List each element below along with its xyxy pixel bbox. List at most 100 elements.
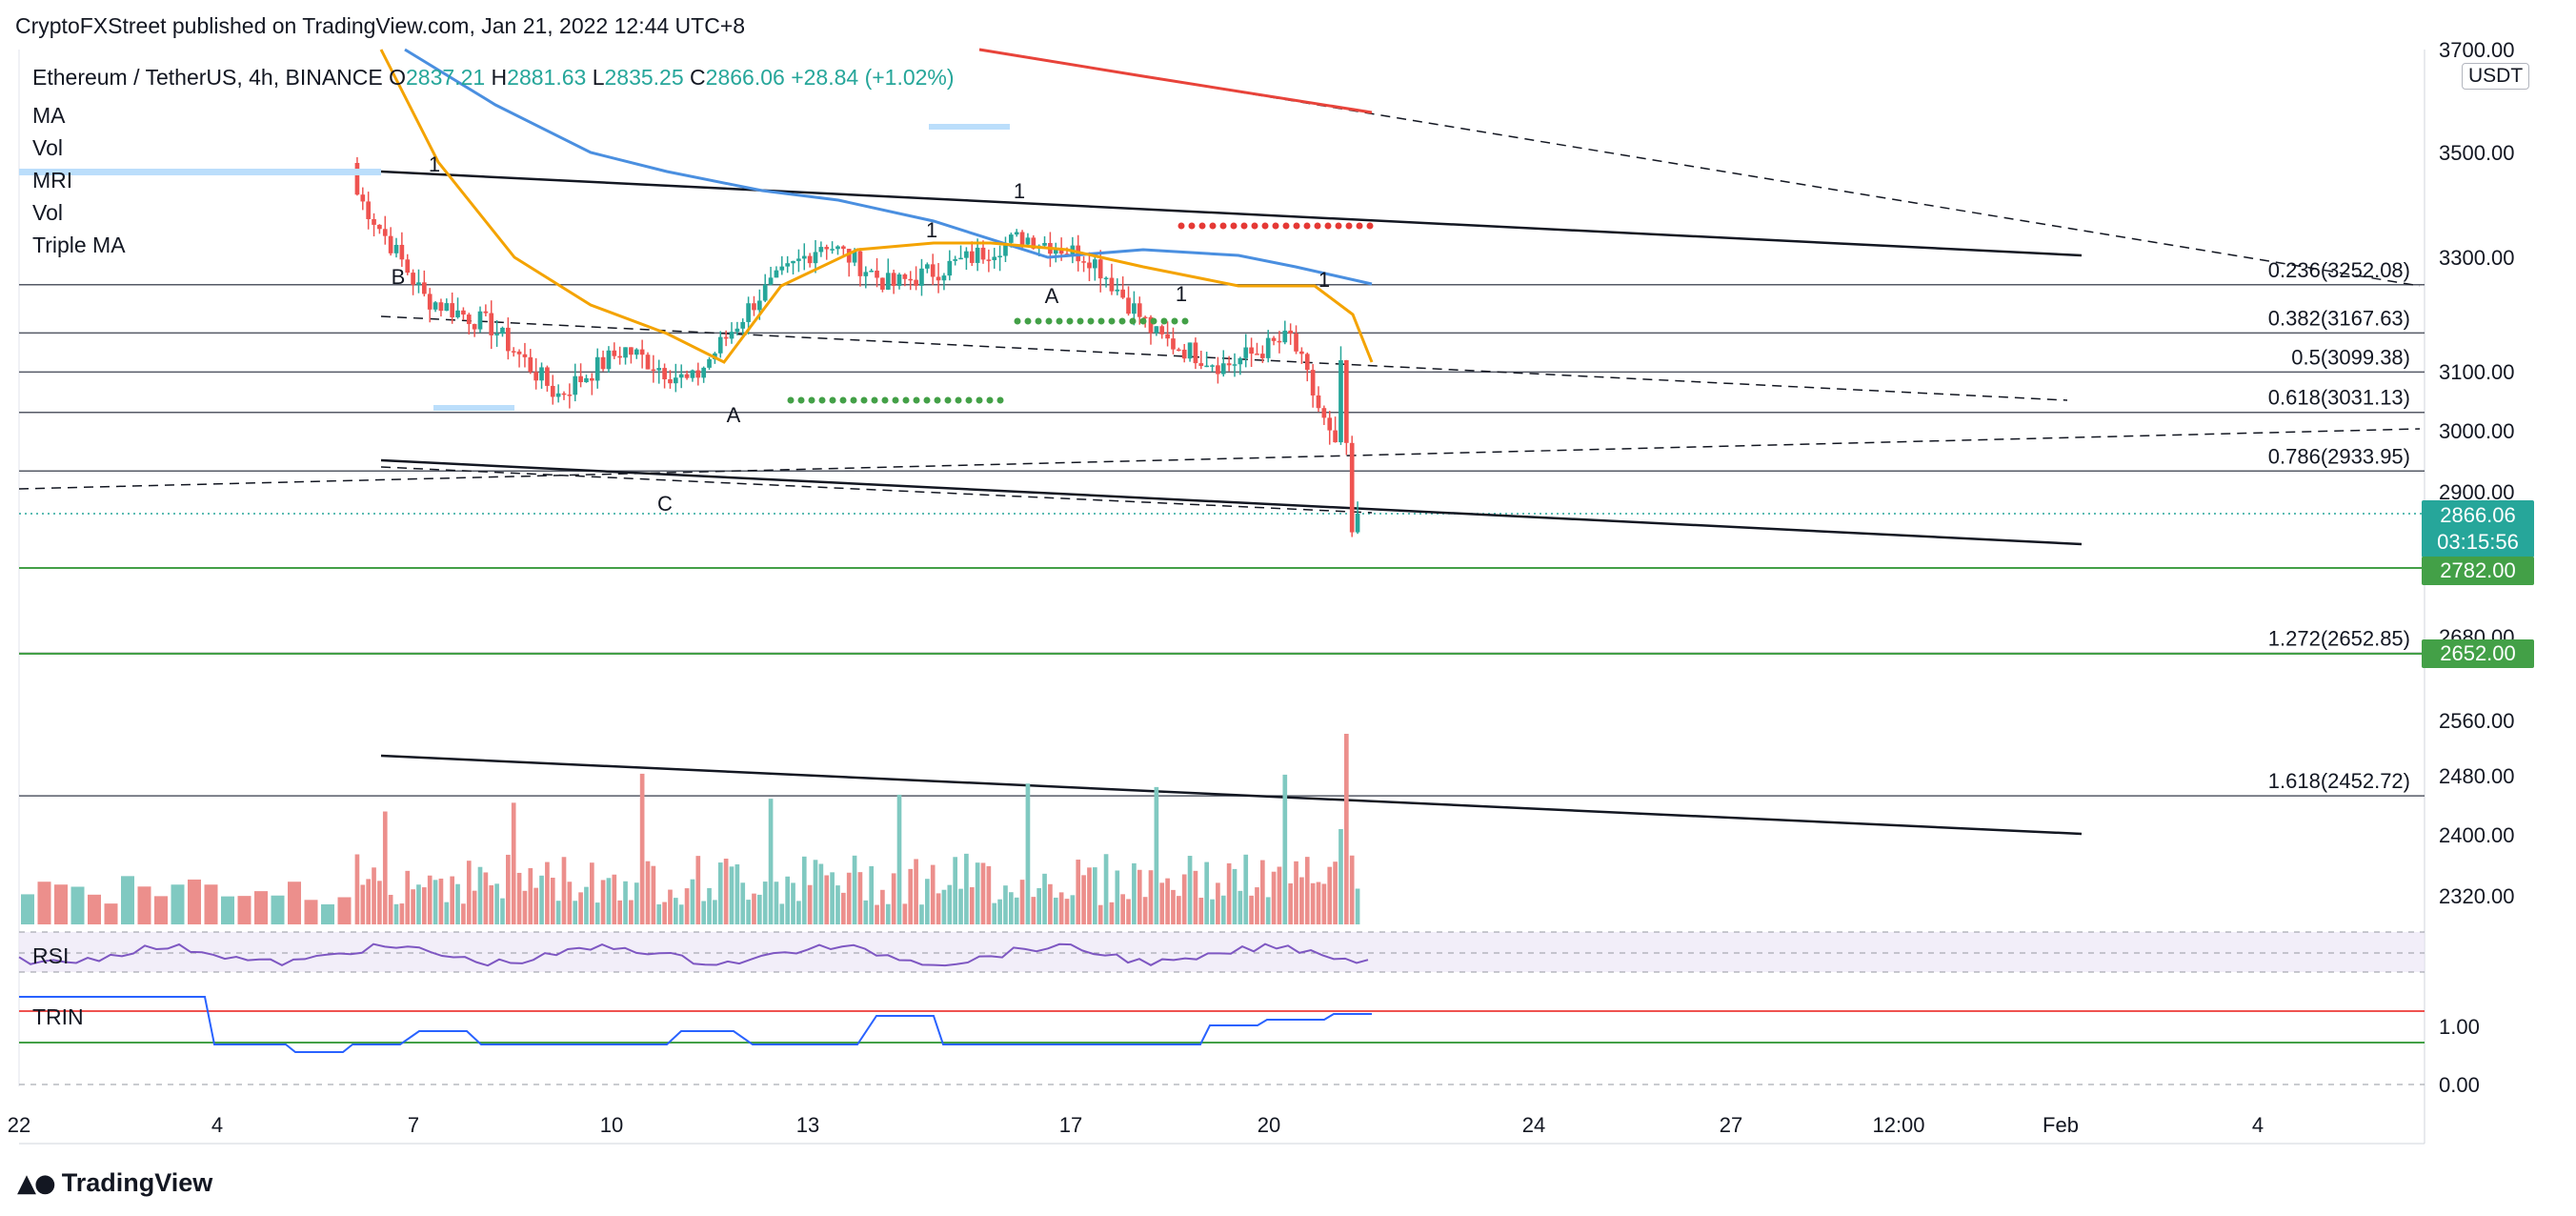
indicator-triple-ma[interactable]: Triple MA [32,233,126,257]
candle-body [1132,303,1137,314]
volume-bar [975,862,980,924]
volume-bar [1097,904,1103,924]
symbol-title[interactable]: Ethereum / TetherUS, 4h, BINANCE [32,65,383,90]
signal-dot [1118,317,1126,325]
volume-bar [1310,882,1316,924]
volume-bar [1282,774,1288,924]
candle-body [975,247,980,263]
candle-body [717,336,723,354]
volume-bar [1087,867,1092,924]
candle-body [752,303,756,311]
volume-bar [545,861,550,924]
candle-body [908,278,914,281]
candle-body [1216,365,1220,375]
volume-bar [54,884,68,924]
candle-body [623,347,628,358]
candle-body [813,252,818,264]
rsi-pane-label[interactable]: RSI [32,943,70,968]
wave-label: 1 [926,218,937,242]
signal-dot [808,396,815,404]
fib-level-label: 0.618(3031.13) [2268,386,2410,410]
candle-body [818,247,824,253]
volume-bar [1187,856,1193,924]
volume-bar [863,900,869,924]
candle-body [1204,365,1209,368]
candle-body [573,375,578,395]
signal-dot [1356,222,1363,230]
candle-body [1120,289,1125,298]
volume-bar [958,888,963,924]
volume-bar [137,886,151,924]
candle-body [466,314,472,325]
wave-label: A [1045,284,1059,308]
indicator-ma[interactable]: MA [32,103,66,128]
volume-bar [796,901,801,924]
signal-dot [797,396,805,404]
volume-bar [382,811,388,924]
signal-dot [881,396,889,404]
indicator-vol[interactable]: Vol [32,135,63,160]
volume-bar [506,854,511,924]
volume-bar [779,903,785,924]
volume-bar [986,865,992,924]
fib-level-label: 1.272(2652.85) [2268,626,2410,650]
candle-body [678,374,684,378]
close-value: 2866.06 [705,65,785,90]
candle-body [1019,232,1025,245]
fib-level-label: 0.236(3252.08) [2268,258,2410,282]
symbol-legend: Ethereum / TetherUS, 4h, BINANCE O2837.2… [32,61,955,93]
volume-bar [774,882,779,924]
volume-bar [1338,829,1343,924]
price-tick-label: 3000.00 [2439,419,2515,443]
candle-body [1226,363,1232,366]
change-value: +28.84 (+1.02%) [791,65,955,90]
candle-body [1238,357,1243,365]
volume-bar [1226,862,1232,924]
volume-bar [271,895,285,924]
candle-body [936,276,941,281]
currency-unit[interactable]: USDT [2462,63,2530,90]
candle-body [997,255,1002,258]
volume-bar [662,902,667,924]
signal-dot [839,396,847,404]
indicator-mri[interactable]: MRI [32,168,73,193]
signal-dot [1345,222,1353,230]
publisher-header: CryptoFXStreet published on TradingView.… [15,13,746,38]
volume-bar [573,901,578,924]
volume-bar [835,885,840,924]
rsi-line [18,942,1369,967]
signal-dot [1014,317,1021,325]
candle-body [863,272,869,276]
volume-bar [372,867,376,924]
signal-dots-green-2 [1014,317,1189,325]
candle-body [545,367,550,386]
high-value: 2881.63 [507,65,587,90]
volume-bar [1333,861,1338,924]
candle-body [953,259,957,261]
volume-bar [1019,880,1025,924]
volume-bar [701,901,706,924]
indicator-vol-2[interactable]: Vol [32,200,63,225]
volume-bar [594,902,600,924]
candle-body [1333,430,1338,443]
signal-dot [1219,222,1227,230]
candle-body [707,358,712,368]
volume-bar [1220,895,1226,924]
wave-label: B [392,265,406,289]
volume-bar [729,866,735,924]
price-tick-label: 3700.00 [2439,38,2515,62]
volume-bar [1316,882,1321,924]
fib-level-label: 0.5(3099.38) [2291,345,2410,369]
candle-body [1282,330,1288,343]
candle-body [606,350,612,370]
volume-bar [1137,869,1142,924]
candle-body [366,201,371,219]
volume-bar [1344,734,1349,924]
volume-bar [606,878,612,924]
trin-pane-label[interactable]: TRIN [32,1004,84,1029]
candle-body [1087,262,1092,269]
signal-dot [913,396,920,404]
candle-body [656,368,662,371]
tradingview-footer[interactable]: ▲● TradingView [17,1168,212,1198]
